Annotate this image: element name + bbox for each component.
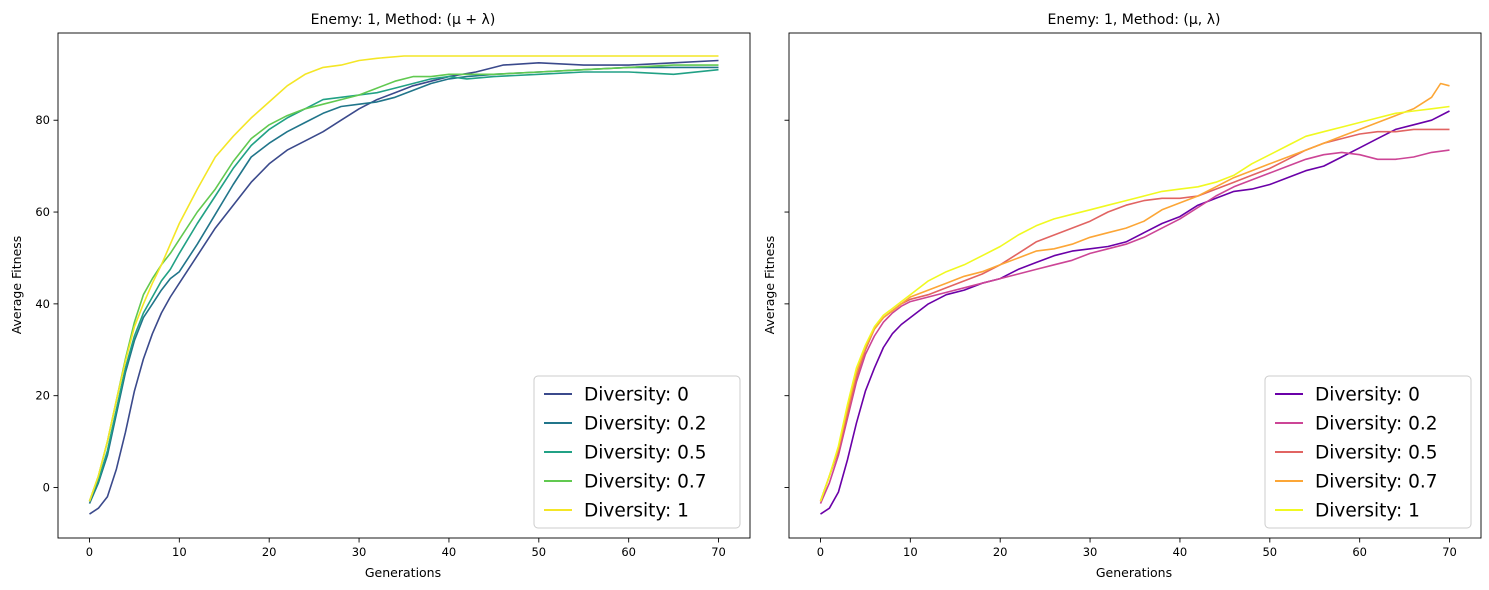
- series-line-2: [88, 68, 719, 502]
- x-tick-label: 0: [817, 545, 824, 559]
- x-tick-label: 70: [1442, 545, 1457, 559]
- plot-lines: [819, 82, 1450, 515]
- series-line-3: [88, 64, 719, 502]
- legend-box: [1264, 375, 1472, 529]
- legend-label: Diversity: 0: [1315, 385, 1420, 406]
- x-axis-label: Generations: [1096, 565, 1172, 580]
- x-tick-label: 20: [993, 545, 1008, 559]
- subplot-mu-comma-lambda: Enemy: 1, Method: (μ, λ) Generations Ave…: [762, 12, 1482, 580]
- y-tick-label: 40: [35, 297, 50, 311]
- x-tick-label: 10: [903, 545, 918, 559]
- x-tick-label: 30: [352, 545, 367, 559]
- legend-label: Diversity: 0: [584, 385, 689, 406]
- x-tick-label: 10: [172, 545, 187, 559]
- chart-title: Enemy: 1, Method: (μ + λ): [311, 12, 496, 28]
- legend-label: Diversity: 0.2: [584, 414, 707, 435]
- legend-label: Diversity: 1: [1315, 501, 1420, 522]
- y-tick-label: 20: [35, 389, 50, 403]
- x-tick-label: 40: [1173, 545, 1188, 559]
- chart-title: Enemy: 1, Method: (μ, λ): [1048, 12, 1221, 28]
- y-axis-label: Average Fitness: [762, 236, 777, 335]
- y-tick-label: 60: [35, 205, 50, 219]
- legend-box: [533, 375, 741, 529]
- series-line-3: [819, 82, 1450, 502]
- x-tick-label: 70: [711, 545, 726, 559]
- series-line-4: [88, 55, 719, 502]
- y-tick-label: 0: [43, 481, 50, 495]
- x-tick-label: 20: [262, 545, 277, 559]
- plot-frame: [788, 32, 1482, 539]
- plot-frame: [57, 32, 751, 539]
- legend-label: Diversity: 0.5: [1315, 443, 1438, 464]
- legend-label: Diversity: 0.5: [584, 443, 707, 464]
- series-line-0: [820, 110, 1450, 515]
- x-tick-label: 60: [621, 545, 636, 559]
- x-tick-label: 40: [442, 545, 457, 559]
- legend-label: Diversity: 0.7: [584, 472, 707, 493]
- legend-label: Diversity: 0.2: [1315, 414, 1438, 435]
- subplot-mu-plus-lambda: Enemy: 1, Method: (μ + λ) Generations Av…: [9, 12, 751, 580]
- x-axis-label: Generations: [365, 565, 441, 580]
- y-axis-label: Average Fitness: [9, 236, 24, 335]
- y-tick-label: 80: [35, 113, 50, 127]
- series-line-1: [819, 149, 1450, 504]
- x-tick-label: 0: [86, 545, 93, 559]
- x-tick-label: 50: [531, 545, 546, 559]
- x-tick-label: 60: [1352, 545, 1367, 559]
- series-line-4: [819, 105, 1450, 502]
- plot-lines: [88, 55, 719, 515]
- legend: Diversity: 0 Diversity: 0.2 Diversity: 0.5…: [533, 375, 741, 529]
- x-tick-label: 50: [1262, 545, 1277, 559]
- legend: Diversity: 0 Diversity: 0.2 Diversity: 0.5…: [1264, 375, 1472, 529]
- series-line-0: [89, 59, 719, 515]
- legend-label: Diversity: 0.7: [1315, 472, 1438, 493]
- legend-label: Diversity: 1: [584, 501, 689, 522]
- x-tick-label: 30: [1083, 545, 1098, 559]
